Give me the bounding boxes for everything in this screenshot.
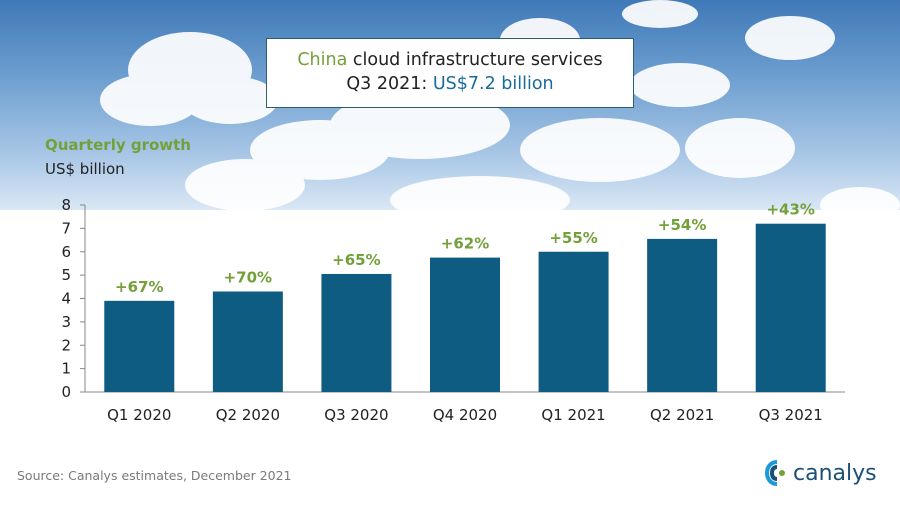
bar-q1-2020 [104,300,175,392]
x-tick-label: Q3 2021 [759,406,823,424]
growth-label: +43% [766,201,814,219]
y-tick-label: 2 [61,336,71,354]
x-tick-label: Q4 2020 [433,406,497,424]
y-tick-label: 5 [61,266,71,284]
y-tick-label: 1 [61,360,71,378]
title-country: China [297,50,348,70]
chart-title-box: China cloud infrastructure services Q3 2… [266,38,634,108]
y-tick-label: 0 [61,383,71,401]
title-line-2: Q3 2021: US$7.2 billion [267,72,633,96]
title-total: US$7.2 billion [432,74,554,94]
bar-q2-2020 [212,291,283,392]
x-tick-label: Q1 2021 [541,406,605,424]
y-axis-unit-label: US$ billion [45,160,125,178]
x-tick-label: Q2 2021 [650,406,714,424]
title-subject: cloud infrastructure services [347,50,603,70]
growth-label: +54% [658,216,706,234]
source-note: Source: Canalys estimates, December 2021 [17,468,292,483]
x-tick-label: Q3 2020 [324,406,388,424]
bar-q3-2020 [321,273,392,392]
growth-label: +70% [224,268,272,286]
canalys-logo-text: canalys [793,460,877,486]
canalys-logo: canalys [765,458,877,488]
bar-q4-2020 [430,257,500,392]
y-tick-label: 4 [61,290,71,308]
growth-label: +67% [115,278,163,296]
title-line-1: China cloud infrastructure services [267,48,633,72]
y-tick-label: 3 [61,313,71,331]
growth-label: +55% [549,229,597,247]
x-tick-label: Q2 2020 [216,406,280,424]
growth-legend-label: Quarterly growth [45,136,191,154]
bar-q2-2021 [647,238,718,392]
y-tick-label: 7 [61,219,71,237]
y-tick-label: 8 [61,196,71,214]
bar-q3-2021 [755,223,826,392]
x-tick-label: Q1 2020 [107,406,171,424]
y-tick-label: 6 [61,243,71,261]
bar-q1-2021 [538,251,609,392]
canalys-logo-icon [765,460,785,486]
title-period: Q3 2021: [346,74,433,94]
growth-label: +62% [441,235,489,253]
growth-label: +65% [332,251,380,269]
